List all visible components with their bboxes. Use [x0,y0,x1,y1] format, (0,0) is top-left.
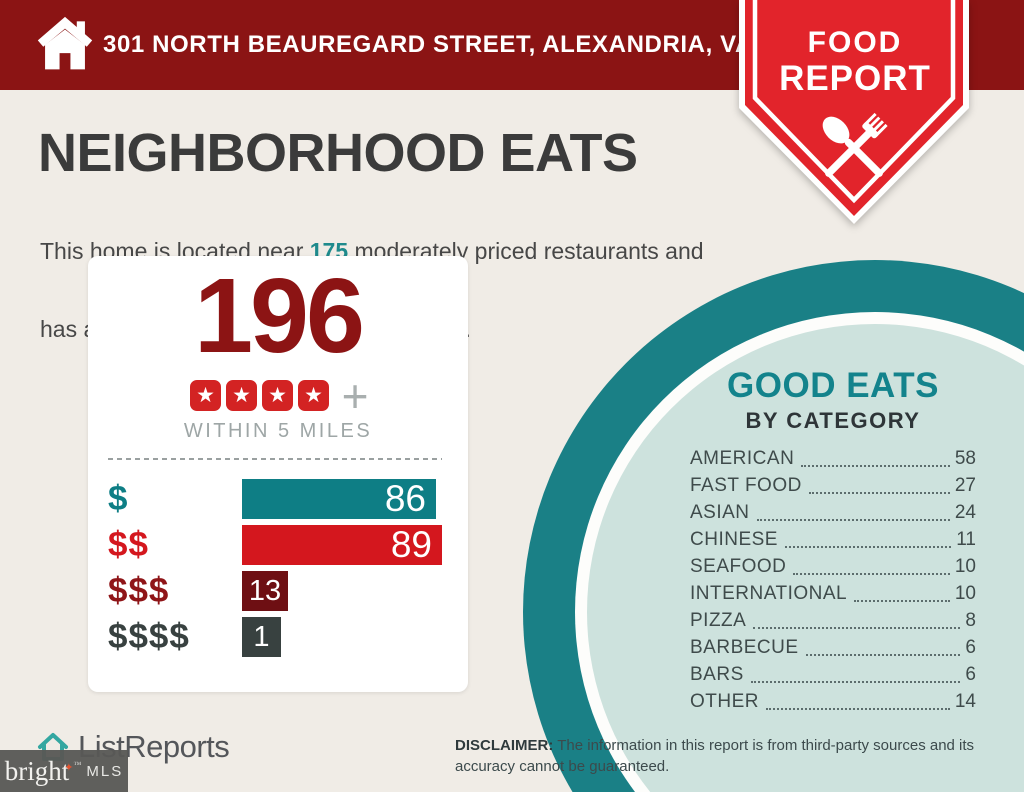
category-value: 10 [954,556,976,577]
dotted-leader [808,491,950,494]
category-value: 8 [965,610,976,631]
page-title: NEIGHBORHOOD EATS [38,123,638,183]
trademark-symbol: ™ [73,759,82,769]
price-bar-row: $$ 89 [88,522,468,568]
price-tier-bar: 86 [242,478,436,519]
category-value: 24 [954,502,976,523]
disclaimer-text: DISCLAIMER: The information in this repo… [455,737,975,775]
bright-star-icon: ✦ [64,761,74,774]
good-eats-title: GOOD EATS [727,366,939,405]
price-tier-bar: 89 [242,524,442,565]
category-label: SEAFOOD [690,556,787,577]
category-label: CHINESE [690,529,778,550]
category-label: FAST FOOD [690,475,802,496]
radius-label: WITHIN 5 MILES [183,420,373,442]
category-row: ASIAN 24 [690,502,976,524]
disclaimer-label: DISCLAIMER: [455,737,554,754]
category-value: 58 [954,448,976,469]
dotted-leader [750,680,961,683]
bright-mls-watermark: bright✦™ MLS [0,750,128,792]
price-bar-row: $$$ 13 [88,568,468,614]
dotted-leader [854,599,950,602]
category-row: AMERICAN 58 [690,448,976,470]
ribbon-line2: REPORT [779,59,931,98]
category-row: FAST FOOD 27 [690,475,976,497]
category-row: INTERNATIONAL 10 [690,583,976,605]
price-tier-bar: 13 [242,571,288,611]
category-row: BARBECUE 6 [690,637,976,659]
category-list: AMERICAN 58 FAST FOOD 27 ASIAN 24 CHINESE 11 SEA… [690,448,976,713]
dotted-leader [766,707,950,710]
dotted-leader [793,572,950,575]
category-value: 27 [954,475,976,496]
home-icon [37,16,93,70]
good-eats-panel: GOOD EATS BY CATEGORY AMERICAN 58 FAST FOO… [690,366,976,721]
price-tier-label: $$ [108,525,149,564]
category-label: ASIAN [690,502,750,523]
plus-icon: + [341,369,369,422]
dotted-leader [805,653,961,656]
ribbon-line1: FOOD [808,26,903,59]
property-address: 301 NORTH BEAUREGARD STREET, ALEXANDRIA,… [103,31,829,58]
star-tiles: ★ ★ ★ ★ [188,380,332,411]
category-value: 14 [954,691,976,712]
category-row: PIZZA 8 [690,610,976,632]
total-restaurant-count: 196 [194,257,365,375]
category-label: AMERICAN [690,448,795,469]
category-label: INTERNATIONAL [690,583,848,604]
category-value: 6 [965,664,976,685]
category-row: BARS 6 [690,664,976,686]
star-icon: ★ [226,380,258,411]
dotted-leader [784,545,952,548]
price-bar-row: $$$$ 1 [88,614,468,660]
bright-mls-brand: bright✦™ [4,755,82,786]
dotted-leader [756,518,950,521]
price-tier-bar-chart: $86 $$ 89 $$$ 13 $$$$ 1 [88,476,468,660]
bright-mls-suffix: MLS [86,762,124,780]
price-tier-label: $ [108,479,129,518]
star-icon: ★ [262,380,294,411]
price-tier-label: $$$ [108,571,170,610]
category-value: 6 [965,637,976,658]
crossed-utensils-icon [822,112,888,177]
price-bar-row: $86 [88,476,468,522]
good-eats-subtitle: BY CATEGORY [745,408,921,433]
category-label: BARBECUE [690,637,799,658]
dashed-divider [108,458,442,460]
category-label: BARS [690,664,744,685]
dotted-leader [753,626,961,629]
star-icon: ★ [298,380,330,411]
category-row: OTHER 14 [690,691,976,713]
restaurant-summary-card: 196 ★ ★ ★ ★ + WITHIN 5 MILES $86 $$ 89 $$$ 13 $$… [88,256,468,692]
category-label: OTHER [690,691,759,712]
dotted-leader [801,464,950,467]
price-tier-value: 1 [253,620,270,653]
category-label: PIZZA [690,610,747,631]
category-row: SEAFOOD 10 [690,556,976,578]
price-tier-bar: 1 [242,617,281,657]
category-row: CHINESE 11 [690,529,976,551]
food-report-ribbon: FOOD REPORT [739,0,969,224]
price-tier-value: 89 [390,524,432,565]
price-tier-value: 13 [248,574,282,607]
price-tier-label: $$$$ [108,617,190,656]
category-value: 11 [956,529,976,550]
price-tier-value: 86 [384,478,426,519]
star-rating: ★ ★ ★ ★ + [88,369,468,422]
category-value: 10 [954,583,976,604]
star-icon: ★ [190,380,222,411]
